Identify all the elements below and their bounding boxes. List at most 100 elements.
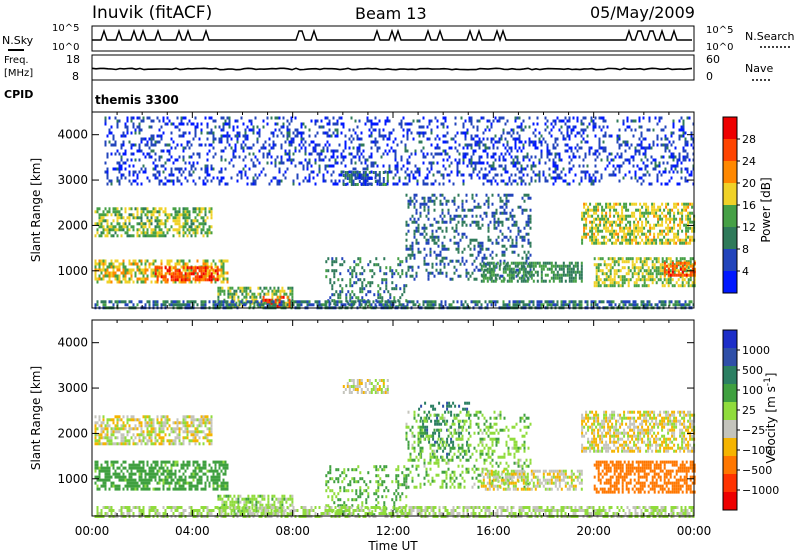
range-cell: [330, 134, 333, 138]
range-cell: [520, 279, 523, 283]
range-cell: [254, 116, 257, 120]
range-cell: [160, 155, 163, 159]
range-cell: [342, 170, 345, 174]
range-cell: [244, 131, 247, 135]
range-cell: [681, 267, 684, 271]
range-cell: [268, 149, 271, 153]
range-cell: [627, 214, 630, 218]
range-cell: [331, 263, 334, 267]
range-cell: [152, 119, 155, 123]
range-cell: [609, 266, 612, 270]
range-cell: [643, 275, 646, 279]
range-cell: [445, 256, 448, 260]
range-cell: [450, 137, 453, 141]
range-cell: [132, 262, 135, 266]
range-cell: [661, 260, 664, 264]
range-cell: [390, 300, 393, 304]
range-cell: [192, 231, 195, 235]
range-cell: [647, 208, 650, 212]
range-cell: [447, 262, 450, 266]
range-cell: [514, 140, 517, 144]
range-cell: [168, 303, 171, 307]
range-cell: [252, 164, 255, 168]
range-cell: [274, 161, 277, 165]
range-cell: [364, 122, 367, 126]
range-cell: [433, 235, 436, 239]
range-cell: [552, 273, 555, 277]
range-cell: [601, 214, 604, 218]
range-cell: [633, 281, 636, 285]
range-cell: [190, 225, 193, 229]
range-cell: [166, 116, 169, 120]
range-cell: [512, 161, 515, 165]
range-cell: [118, 274, 121, 278]
range-cell: [96, 268, 99, 272]
range-cell: [661, 229, 664, 233]
range-cell: [216, 272, 219, 276]
range-cell: [188, 216, 191, 220]
range-cell: [310, 140, 313, 144]
range-cell: [593, 257, 596, 261]
range-cell: [232, 149, 235, 153]
range-cell: [443, 235, 446, 239]
range-cell: [110, 131, 113, 135]
range-cell: [536, 273, 539, 277]
range-cell: [441, 241, 444, 245]
range-cell: [234, 155, 237, 159]
range-cell: [120, 146, 123, 150]
range-cell: [522, 270, 525, 274]
range-cell: [425, 214, 428, 218]
range-cell: [288, 158, 291, 162]
range-cell: [645, 263, 648, 267]
range-cell: [382, 134, 385, 138]
range-cell: [613, 281, 616, 285]
range-cell: [156, 140, 159, 144]
range-cell: [671, 226, 674, 230]
range-cell: [246, 137, 249, 141]
range-cell: [146, 116, 149, 120]
range-cell: [546, 125, 549, 129]
range-cell: [378, 177, 381, 180]
range-cell: [659, 223, 662, 227]
range-cell: [198, 225, 201, 229]
range-cell: [534, 173, 537, 177]
range-cell: [514, 143, 517, 147]
range-cell: [506, 279, 509, 283]
range-cell: [486, 279, 489, 283]
range-cell: [621, 257, 624, 261]
range-cell: [208, 210, 211, 214]
range-cell: [482, 279, 485, 283]
range-cell: [646, 300, 649, 304]
range-cell: [186, 222, 189, 226]
range-cell: [540, 270, 543, 274]
range-cell: [202, 216, 205, 220]
range-cell: [564, 303, 567, 307]
range-cell: [108, 128, 111, 132]
range-cell: [106, 228, 109, 232]
range-cell: [138, 131, 141, 135]
range-cell: [455, 208, 458, 212]
range-cell: [689, 260, 692, 264]
range-cell: [234, 149, 237, 153]
range-cell: [497, 193, 500, 197]
range-cell: [154, 210, 157, 214]
range-cell: [489, 253, 492, 257]
range-cell: [406, 161, 409, 165]
range-cell: [104, 262, 107, 266]
range-cell: [258, 161, 261, 165]
range-cell: [406, 158, 409, 162]
range-cell: [138, 122, 141, 126]
range-cell: [492, 176, 495, 180]
range-cell: [450, 170, 453, 174]
range-cell: [621, 278, 624, 282]
range-cell: [353, 266, 356, 270]
range-cell: [160, 219, 163, 223]
range-cell: [488, 267, 491, 271]
range-cell: [238, 170, 241, 174]
range-cell: [403, 284, 406, 288]
range-cell: [669, 211, 672, 215]
range-cell: [490, 137, 493, 141]
range-cell: [148, 116, 151, 120]
range-cell: [621, 281, 624, 285]
range-cell: [188, 225, 191, 229]
